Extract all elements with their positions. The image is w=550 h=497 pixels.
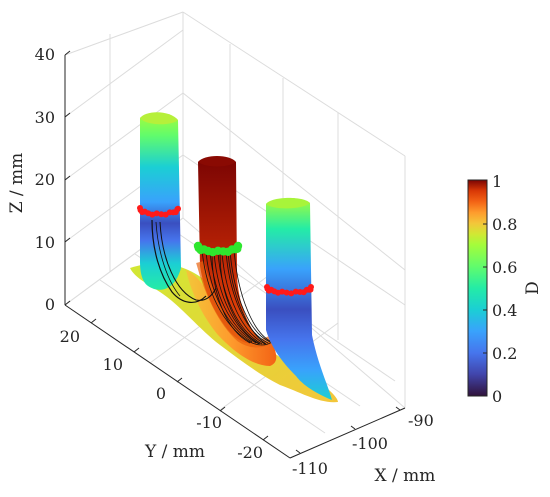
red-marker bbox=[153, 210, 160, 217]
y-tick-label: -20 bbox=[237, 443, 263, 462]
z-tick-label: 40 bbox=[35, 45, 55, 64]
red-markers-left bbox=[137, 205, 181, 218]
colorbar-tick-label: 0.4 bbox=[492, 301, 517, 320]
colorbar-tick-label: 0.2 bbox=[492, 344, 517, 363]
red-marker bbox=[283, 289, 290, 296]
colorbar-tick-label: 0 bbox=[492, 387, 502, 406]
colorbar-tick-label: 1 bbox=[492, 172, 502, 191]
z-tick-label: 30 bbox=[35, 108, 55, 127]
colorbar bbox=[467, 179, 488, 397]
red-marker bbox=[288, 290, 295, 297]
y-tick-label: 0 bbox=[156, 384, 166, 403]
surface-right-tube bbox=[266, 197, 332, 400]
left-connect-lines bbox=[159, 221, 217, 301]
x-tick-label: -90 bbox=[408, 411, 434, 430]
x-tick-label: -110 bbox=[292, 459, 328, 478]
z-tick-label: 20 bbox=[35, 170, 55, 189]
red-marker bbox=[158, 211, 165, 218]
red-marker bbox=[175, 205, 181, 212]
y-tick-label: 10 bbox=[103, 355, 123, 374]
colorbar-tick-label: 0.8 bbox=[492, 215, 517, 234]
colorbar-tick-marks bbox=[483, 179, 487, 397]
surface-left-tube bbox=[140, 112, 207, 303]
x-axis-label: X / mm bbox=[375, 466, 436, 486]
x-tick-label: -100 bbox=[352, 434, 388, 453]
colorbar-label: D bbox=[523, 281, 543, 295]
colorbar-tick-label: 0.6 bbox=[492, 258, 517, 277]
x-tick-marks bbox=[295, 406, 401, 454]
z-ticks: 0 10 20 30 40 bbox=[35, 45, 55, 314]
fibre-lines bbox=[201, 249, 273, 346]
y-ticks: 20 10 0 -10 -20 bbox=[60, 327, 263, 462]
red-markers-right bbox=[264, 284, 314, 297]
y-tick-label: -10 bbox=[196, 413, 222, 432]
red-marker bbox=[279, 288, 286, 295]
green-marker bbox=[233, 241, 243, 251]
red-marker bbox=[308, 284, 314, 290]
z-tick-marks bbox=[64, 50, 71, 306]
y-tick-marks bbox=[90, 318, 269, 441]
z-tick-label: 0 bbox=[45, 295, 55, 314]
x-ticks: -110 -100 -90 bbox=[292, 411, 434, 478]
colorbar-ticks: 0 0.2 0.4 0.6 0.8 1 bbox=[492, 172, 517, 406]
y-axis-label: Y / mm bbox=[144, 442, 205, 462]
z-tick-label: 10 bbox=[35, 233, 55, 252]
green-markers-middle bbox=[193, 241, 243, 257]
z-axis-label: Z / mm bbox=[7, 153, 27, 214]
y-tick-label: 20 bbox=[60, 327, 80, 346]
